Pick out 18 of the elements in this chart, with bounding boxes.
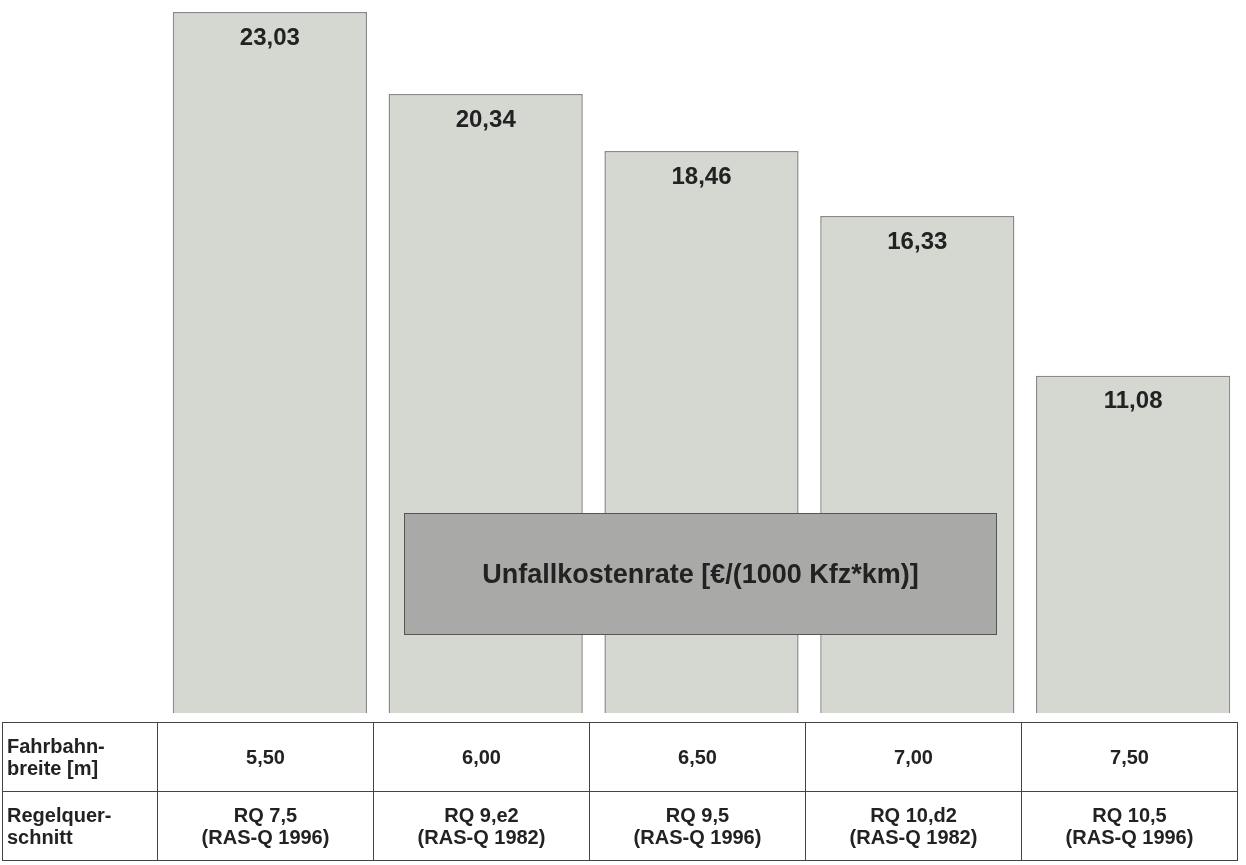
x-tick-label: 6,00 bbox=[373, 722, 590, 792]
x-axis-title: Fahrbahn-breite [m] bbox=[2, 722, 158, 792]
x-tick-label: 6,50 bbox=[589, 722, 806, 792]
data-label: 23,03 bbox=[239, 22, 300, 50]
data-label: 18,46 bbox=[671, 161, 732, 189]
x-tick-label: 7,50 bbox=[1021, 722, 1238, 792]
data-label: 16,33 bbox=[887, 226, 948, 254]
text: RQ 10,d2 (RAS-Q 1982) bbox=[848, 804, 979, 848]
text: RQ 10,5 (RAS-Q 1996) bbox=[1064, 804, 1195, 848]
x-tick-label: 5,50 bbox=[157, 722, 374, 792]
data-label: 11,08 bbox=[1103, 386, 1163, 414]
text: RQ 9,e2 (RAS-Q 1982) bbox=[416, 804, 547, 848]
axis-title-box: Unfallkostenrate [€/(1000 Kfz*km)] bbox=[404, 513, 997, 635]
text: Regelquer-schnitt bbox=[2, 791, 158, 861]
text: RQ 9,5 (RAS-Q 1996) bbox=[632, 804, 763, 848]
data-label: 20,34 bbox=[455, 104, 517, 132]
x-tick-label: 7,00 bbox=[805, 722, 1022, 792]
text: RQ 7,5 (RAS-Q 1996) bbox=[200, 804, 331, 848]
